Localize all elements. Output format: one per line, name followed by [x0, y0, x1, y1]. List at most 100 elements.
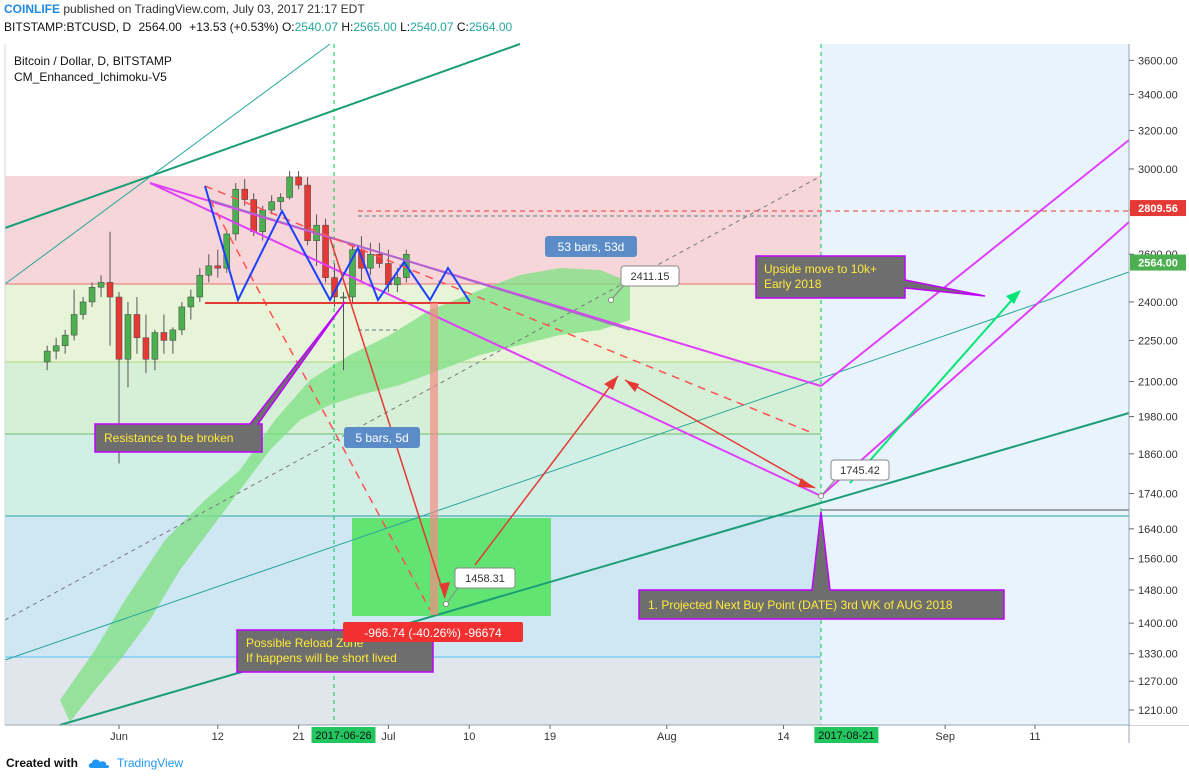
symbol-text: BITSTAMP:BTCUSD, D [4, 20, 132, 34]
trendline-thin [4, 43, 331, 285]
reload-zone-box [352, 518, 551, 616]
callout-1458: 1458.31 [443, 567, 516, 607]
footer: Created with TradingView [0, 743, 1189, 781]
publisher-name[interactable]: COINLIFE [4, 2, 60, 16]
time-tick-label: Jul [381, 731, 395, 743]
candle-body [367, 253, 374, 269]
close-value: 2564.00 [468, 20, 513, 34]
lower-trendline [59, 412, 1130, 726]
candle-body [133, 314, 141, 339]
candle-body [151, 332, 159, 360]
title-backdrop [8, 50, 200, 86]
price-marker-label: 2809.56 [1138, 203, 1178, 215]
note-upside-line2: Early 2018 [764, 277, 822, 291]
tradingview-brand[interactable]: TradingView [117, 756, 184, 770]
candle-body [169, 329, 177, 341]
highlighted-date-label: 2017-06-26 [315, 730, 371, 742]
time-tick-label: Jun [110, 731, 128, 743]
price-tick-label: 2100.00 [1138, 377, 1178, 389]
arrowhead [1006, 290, 1021, 304]
price-tick-label: 2400.00 [1138, 297, 1178, 309]
projection-lower [820, 221, 1130, 497]
low-value: 2540.07 [410, 20, 454, 34]
price-tick-label: 3400.00 [1138, 89, 1178, 101]
price-tick-label: 3600.00 [1138, 55, 1178, 67]
candle-body [286, 176, 293, 198]
time-tick-label: Sep [935, 731, 955, 743]
measure-label-text: -966.74 (-40.26%) -96674 [364, 626, 502, 640]
last-price: 2564.00 [138, 20, 182, 34]
pair-title: Bitcoin / Dollar, D, BITSTAMP [14, 54, 172, 68]
price-change: +13.53 (+0.53%) [189, 20, 279, 34]
note-buy-point[interactable]: 1. Projected Next Buy Point (DATE) 3rd W… [638, 511, 1005, 620]
price-tick-label: 1640.00 [1138, 524, 1178, 536]
candle-body [376, 253, 383, 264]
red-arrow-right [624, 379, 816, 489]
bars-label-5: 5 bars, 5d [344, 427, 420, 448]
highlighted-date-label: 2017-08-21 [818, 730, 874, 742]
red-arrow-up [474, 375, 619, 566]
candle-body [142, 337, 150, 360]
indicator-name: CM_Enhanced_Ichimoku-V5 [14, 70, 167, 84]
red-dashed-drop [209, 199, 431, 611]
candle-body [295, 176, 302, 186]
open-label: O: [281, 20, 295, 34]
chart-header: COINLIFE published on TradingView.com, J… [0, 0, 1189, 40]
candle-body [70, 314, 78, 336]
time-tick-label: 10 [463, 731, 475, 743]
candle-body [394, 277, 401, 286]
note-resistance-text: Resistance to be broken [104, 431, 233, 445]
price-chart[interactable]: Upside move to 10k+ Early 2018 Resistanc… [0, 0, 1189, 743]
red-arrow-down [329, 237, 446, 599]
candle-body [259, 209, 266, 233]
upper-trendline [4, 43, 521, 229]
price-axis-bg [1130, 40, 1189, 725]
bars-label-53-text: 53 bars, 53d [558, 240, 625, 254]
wedge-inner-line [209, 199, 631, 331]
time-tick-label: Aug [657, 731, 677, 743]
measure-label: -966.74 (-40.26%) -96674 [343, 622, 523, 642]
callout-1458-text: 1458.31 [465, 573, 505, 585]
price-tick-label: 1560.00 [1138, 554, 1178, 566]
bars-label-53: 53 bars, 53d [545, 236, 637, 257]
note-resistance[interactable]: Resistance to be broken [94, 301, 346, 453]
candle-body [106, 282, 114, 298]
price-marker-badge [1130, 254, 1186, 271]
channel-line [4, 271, 1130, 661]
candle-body [160, 332, 168, 341]
candle-body [232, 188, 239, 235]
zigzag-pattern [204, 185, 471, 303]
price-marker-label: 2564.00 [1138, 258, 1178, 270]
bars-label-5-text: 5 bars, 5d [355, 431, 408, 445]
price-tick-label: 3200.00 [1138, 126, 1178, 138]
green-arrow-up [849, 291, 1020, 484]
candle-body [43, 350, 51, 363]
candle-body [115, 296, 123, 360]
note-reload-line1: Possible Reload Zone [246, 636, 364, 650]
candle-body [187, 296, 195, 308]
arrowhead [604, 376, 618, 390]
wedge-lower-line [149, 182, 822, 497]
price-tick-label: 2250.00 [1138, 335, 1178, 347]
time-tick-label: 11 [1029, 731, 1040, 743]
highlighted-date-badge [311, 727, 376, 743]
price-tick-label: 1270.00 [1138, 676, 1178, 688]
supply-zone-band [5, 176, 821, 284]
callout-1745: 1745.42 [818, 459, 890, 499]
candles-layer [43, 170, 410, 464]
candle-body [268, 201, 275, 211]
price-axis[interactable]: 1210.00 1270.00 1330.00 1400.00 1480.00 1560.… [1129, 40, 1189, 725]
callout-1745-text: 1745.42 [840, 465, 880, 477]
highlighted-date-badge [814, 727, 879, 743]
price-tick-label: 3000.00 [1138, 164, 1178, 176]
candle-body [214, 265, 222, 269]
close-label: C: [456, 20, 469, 34]
price-marker-badge [1130, 200, 1186, 217]
candle-body [79, 301, 87, 315]
note-upside[interactable]: Upside move to 10k+ Early 2018 [755, 255, 986, 299]
time-axis[interactable]: Jun 12 21 Jul 10 19 Aug 14 Sep 11 2017-06-26 2017-0… [110, 725, 1041, 743]
price-tick-label: 1980.00 [1138, 412, 1178, 424]
future-zone-band [821, 44, 1129, 725]
price-tick-label: 1330.00 [1138, 649, 1178, 661]
projection-upper [820, 139, 1130, 387]
